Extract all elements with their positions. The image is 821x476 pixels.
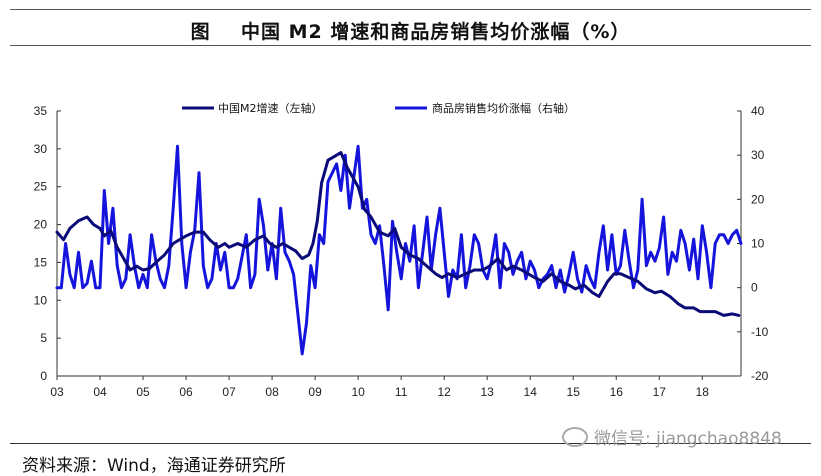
y-right-tick-label: 30 <box>751 148 765 162</box>
y-left-tick-label: 10 <box>34 293 48 307</box>
wechat-icon <box>562 427 588 447</box>
series-line-price <box>55 144 743 356</box>
x-tick-label: 14 <box>524 385 538 399</box>
x-tick-label: 04 <box>93 385 107 399</box>
y-left-tick-label: 25 <box>34 180 48 194</box>
chart-title: 图 中国 M2 增速和商品房销售均价涨幅（%） <box>190 21 631 43</box>
x-tick-label: 06 <box>179 385 193 399</box>
y-right-tick-label: -20 <box>751 369 769 383</box>
y-right-tick-label: 20 <box>751 192 765 206</box>
y-left-tick-label: 35 <box>34 104 48 118</box>
x-tick-label: 09 <box>308 385 322 399</box>
title-rule <box>10 45 811 46</box>
y-left-tick-label: 30 <box>34 142 48 156</box>
legend-label-price: 商品房销售均价涨幅（右轴） <box>432 101 575 115</box>
x-tick-label: 17 <box>653 385 667 399</box>
x-tick-label: 05 <box>136 385 150 399</box>
x-tick-label: 07 <box>222 385 236 399</box>
y-left-tick-label: 15 <box>34 255 48 269</box>
top-rule <box>10 9 811 10</box>
x-tick-label: 16 <box>610 385 624 399</box>
y-left-tick-label: 5 <box>40 331 47 345</box>
x-tick-label: 15 <box>567 385 581 399</box>
chart-legend: 中国M2增速（左轴） 商品房销售均价涨幅（右轴） <box>182 101 575 115</box>
watermark-text: 微信号: jiangchao8848 <box>594 429 782 449</box>
x-tick-label: 08 <box>265 385 279 399</box>
y-left-tick-label: 20 <box>34 218 48 232</box>
legend-label-m2: 中国M2增速（左轴） <box>218 101 323 115</box>
source-note: 资料来源：Wind，海通证券研究所 <box>22 456 286 476</box>
bottom-rule <box>10 443 811 444</box>
x-tick-label: 12 <box>437 385 451 399</box>
x-tick-label: 11 <box>395 385 408 399</box>
x-tick-label: 13 <box>481 385 495 399</box>
y-right-tick-label: 40 <box>751 104 765 118</box>
y-right-tick-label: 0 <box>751 281 758 295</box>
chart-series <box>55 144 743 356</box>
series-line-m2 <box>55 151 741 317</box>
x-tick-label: 10 <box>351 385 365 399</box>
watermark: 微信号: jiangchao8848 <box>562 424 782 449</box>
x-tick-label: 18 <box>696 385 710 399</box>
y-right-tick-label: 10 <box>751 237 765 251</box>
x-tick-label: 03 <box>50 385 64 399</box>
y-right-tick-label: -10 <box>751 325 769 339</box>
y-left-tick-label: 0 <box>40 369 47 383</box>
